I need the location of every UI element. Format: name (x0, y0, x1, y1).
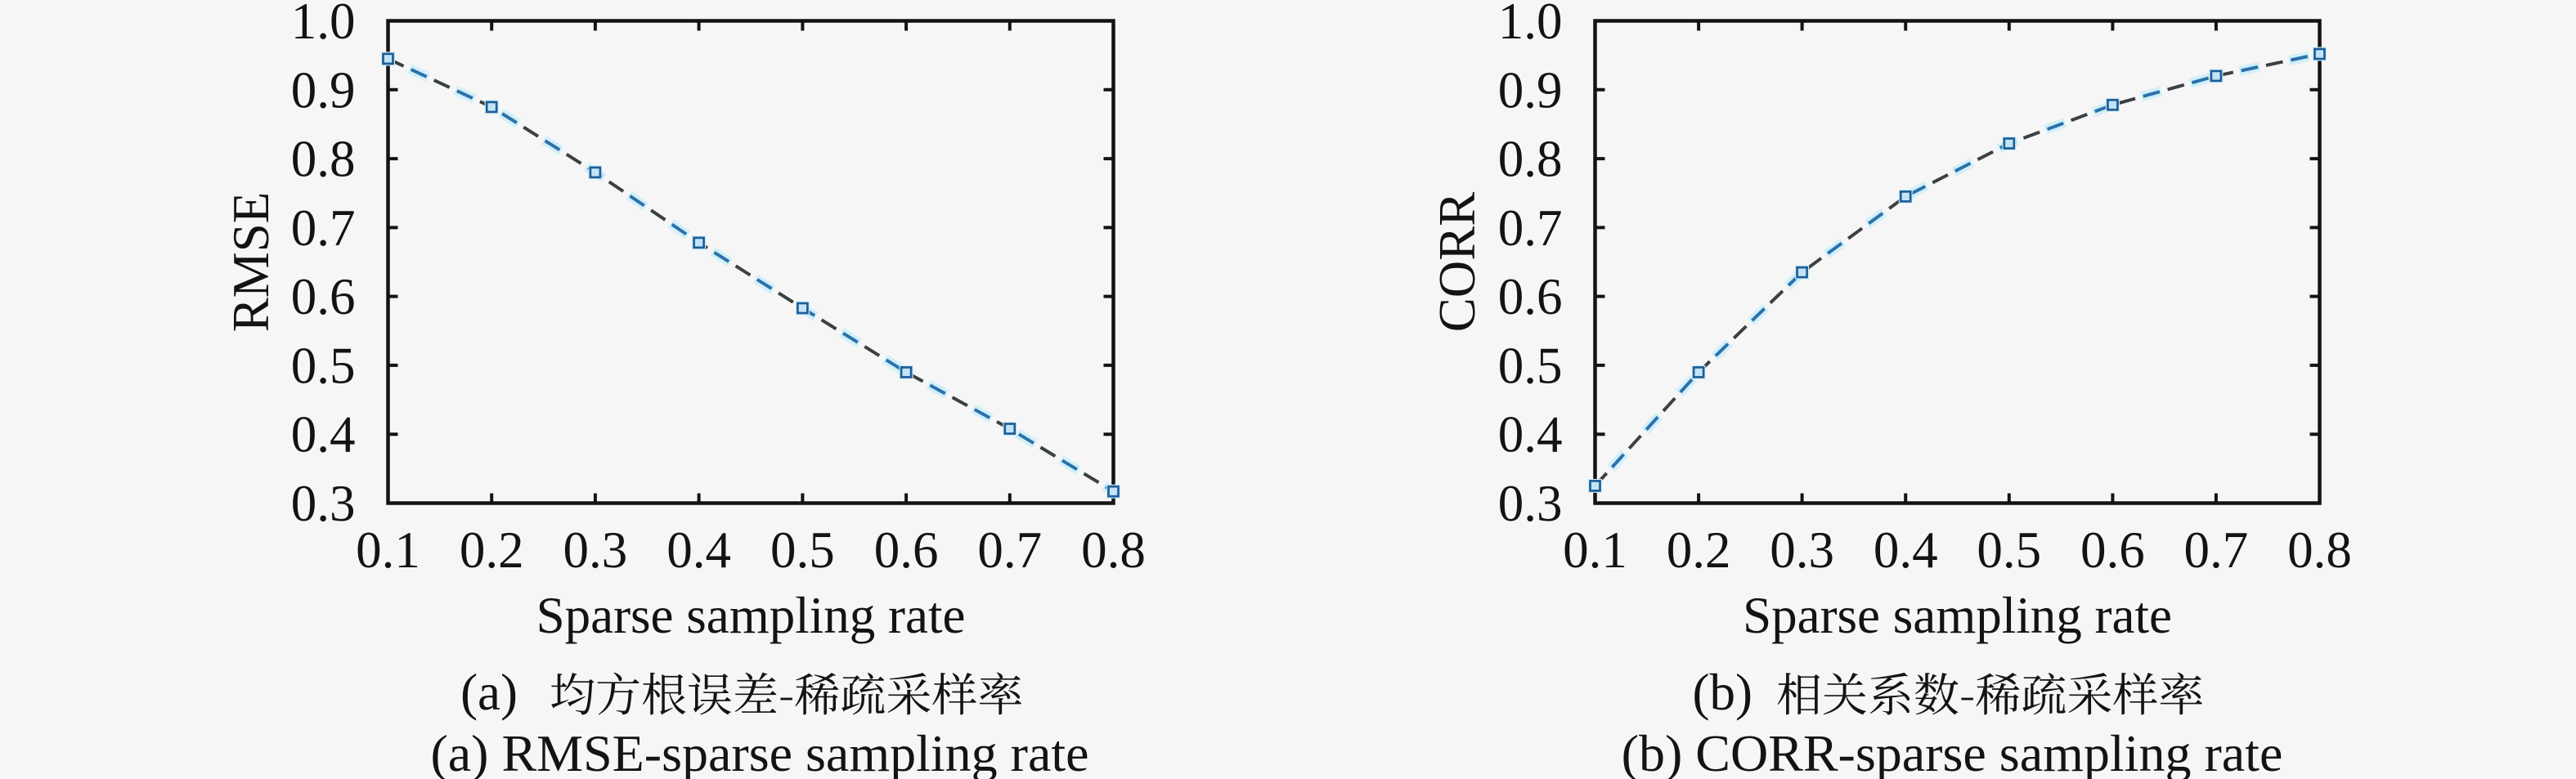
svg-text:1.0: 1.0 (291, 0, 356, 50)
svg-text:0.1: 0.1 (1563, 522, 1627, 579)
svg-text:0.8: 0.8 (1081, 522, 1146, 579)
svg-text:(b): (b) (1693, 664, 1752, 721)
svg-text:(b) CORR-sparse sampling rate: (b) CORR-sparse sampling rate (1622, 724, 2283, 779)
svg-text:0.8: 0.8 (2287, 522, 2352, 579)
svg-text:0.7: 0.7 (977, 522, 1042, 579)
svg-text:0.4: 0.4 (1498, 406, 1563, 463)
svg-text:0.5: 0.5 (291, 337, 356, 394)
svg-text:0.5: 0.5 (1977, 522, 2041, 579)
svg-text:0.2: 0.2 (1667, 522, 1731, 579)
svg-text:0.7: 0.7 (2184, 522, 2249, 579)
svg-text:0.7: 0.7 (291, 199, 356, 257)
svg-text:RMSE: RMSE (222, 192, 280, 333)
svg-text:0.6: 0.6 (874, 522, 939, 579)
svg-text:0.4: 0.4 (666, 522, 731, 579)
svg-text:0.1: 0.1 (356, 522, 420, 579)
svg-text:0.8: 0.8 (1498, 131, 1563, 188)
svg-text:Sparse sampling rate: Sparse sampling rate (536, 587, 966, 644)
svg-text:0.5: 0.5 (1498, 337, 1563, 394)
svg-text:0.9: 0.9 (1498, 61, 1563, 119)
svg-text:0.6: 0.6 (1498, 268, 1563, 325)
svg-text:(a) RMSE-sparse sampling rate: (a) RMSE-sparse sampling rate (430, 724, 1088, 779)
svg-text:0.3: 0.3 (1498, 475, 1563, 532)
svg-text:(a): (a) (460, 664, 518, 721)
svg-text:0.5: 0.5 (770, 522, 835, 579)
svg-text:1.0: 1.0 (1498, 0, 1563, 50)
svg-text:0.7: 0.7 (1498, 199, 1563, 257)
svg-text:0.9: 0.9 (291, 61, 356, 119)
svg-text:0.4: 0.4 (1874, 522, 1938, 579)
svg-text:0.6: 0.6 (2080, 522, 2145, 579)
svg-text:0.8: 0.8 (291, 131, 356, 188)
svg-text:CORR: CORR (1429, 192, 1486, 333)
svg-text:Sparse sampling rate: Sparse sampling rate (1743, 587, 2172, 644)
svg-text:0.3: 0.3 (563, 522, 628, 579)
svg-text:0.3: 0.3 (291, 475, 356, 532)
svg-text:0.3: 0.3 (1770, 522, 1834, 579)
svg-text:0.6: 0.6 (291, 268, 356, 325)
svg-text:0.4: 0.4 (291, 406, 356, 463)
svg-text:0.2: 0.2 (460, 522, 524, 579)
